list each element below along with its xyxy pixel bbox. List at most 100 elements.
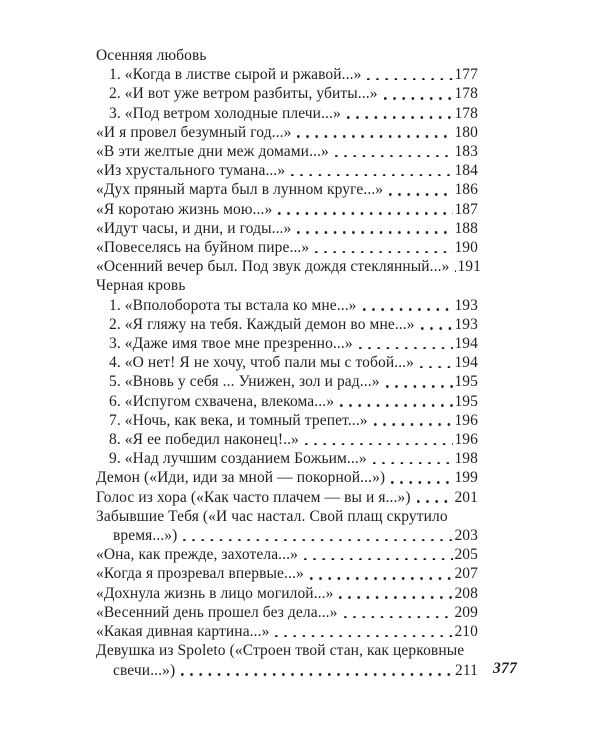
toc-entry-title: 2. «Я гляжу на тебя. Каждый демон во мне… (109, 315, 415, 333)
toc-entry-page: 203 (454, 527, 478, 545)
toc-entry: 8. «Я ее победил наконец!..» 196 (96, 430, 478, 449)
dot-leader (357, 296, 455, 315)
toc-entry-title: 2. «И вот уже ветром разбиты, убиты...» (109, 85, 378, 103)
toc-entry: «В эти желтые дни меж домами...» 183 (96, 142, 478, 161)
toc-entry-title: «Когда я прозревал впервые...» (96, 565, 304, 583)
toc-entry-page: 184 (454, 162, 478, 180)
toc-entry-page: 191 (457, 258, 481, 276)
dot-leader (353, 334, 455, 353)
dot-leader (341, 104, 455, 123)
toc-entry: «Дух пряный марта был в лунном круге...»… (96, 180, 478, 199)
toc-entry-title: «Из хрустального тумана...» (96, 162, 286, 180)
toc-entry-page: 199 (454, 469, 478, 487)
toc-entry: «И я провел безумный год...» 180 (96, 123, 478, 142)
toc-entry: «Какая дивная картина...» 210 (96, 622, 478, 641)
dot-leader (367, 449, 455, 468)
dot-leader (361, 65, 454, 84)
toc-entry-page: 183 (454, 143, 478, 161)
toc-entry-page: 207 (454, 565, 478, 583)
dot-leader (272, 200, 454, 219)
toc-entry-title: Забывшие Тебя («И час настал. Свой плащ … (96, 507, 448, 525)
toc-entry-page: 201 (454, 488, 478, 506)
toc-entry: «Осенний вечер был. Под звук дождя стекл… (96, 257, 481, 276)
toc-entry-page: 190 (454, 239, 478, 257)
toc-entry-page: 194 (454, 354, 478, 372)
page-number: 377 (493, 660, 518, 677)
toc-entry-title: «Дохнула жизнь в лицо могилой...» (96, 584, 334, 602)
toc-entry: 3. «Даже имя твое мне презренно...» 194 (96, 334, 478, 353)
toc-entry: Черная кровь (96, 276, 478, 295)
toc-entry-page: 196 (454, 411, 478, 429)
dot-leader (175, 661, 455, 680)
toc-entry-page: 198 (454, 450, 478, 468)
toc-entry: 4. «О нет! Я не хочу, чтоб пали мы с тоб… (96, 353, 478, 372)
dot-leader (304, 564, 455, 583)
toc-entry-title: «В эти желтые дни меж домами...» (96, 143, 329, 161)
dot-leader (329, 142, 455, 161)
dot-leader (385, 468, 454, 487)
toc-entry-title: «Весенний день прошел без дела...» (96, 603, 338, 621)
toc-entry-title: Осенняя любовь (96, 47, 207, 64)
toc-entry-page: 211 (455, 661, 478, 679)
dot-leader (449, 257, 457, 276)
toc-entry: «Я коротаю жизнь мою...» 187 (96, 200, 478, 219)
dot-leader (411, 488, 455, 507)
dot-leader (378, 84, 455, 103)
toc-entry-title: 9. «Над лучшим созданием Божьим...» (109, 450, 367, 468)
toc: Осенняя любовь 1. «Когда в листве сырой и… (96, 46, 481, 680)
toc-entry: «Дохнула жизнь в лицо могилой...» 208 (96, 584, 478, 603)
toc-entry-page: 195 (454, 373, 478, 391)
toc-entry-page: 193 (454, 296, 478, 314)
toc-entry: «Когда я прозревал впервые...» 207 (96, 564, 478, 583)
toc-entry: свечи...») 211 (96, 661, 478, 680)
toc-entry: 2. «И вот уже ветром разбиты, убиты...» 1… (96, 84, 478, 103)
dot-leader (414, 353, 454, 372)
toc-entry: «Из хрустального тумана...» 184 (96, 161, 478, 180)
dot-leader (338, 603, 455, 622)
toc-entry-title: «И я провел безумный год...» (96, 123, 292, 141)
toc-entry: «Весенний день прошел без дела...» 209 (96, 603, 478, 622)
dot-leader (383, 180, 454, 199)
toc-entry-page: 208 (454, 584, 478, 602)
dot-leader (333, 584, 454, 603)
toc-entry-title: 1. «Вполоборота ты встала ко мне...» (109, 296, 357, 314)
toc-entry: Девушка из Spoleto («Строен твой стан, к… (96, 641, 478, 660)
toc-entry: 7. «Ночь, как века, и томный трепет...» 1… (96, 411, 478, 430)
dot-leader (368, 411, 455, 430)
toc-entry: Забывшие Тебя («И час настал. Свой плащ … (96, 507, 478, 526)
toc-entry-title: 8. «Я ее победил наконец!..» (109, 431, 299, 449)
dot-leader (291, 219, 454, 238)
dot-leader (299, 430, 455, 449)
toc-entry: 2. «Я гляжу на тебя. Каждый демон во мне… (96, 315, 478, 334)
toc-entry-title: «Она, как прежде, захотела...» (96, 546, 298, 564)
toc-entry: 1. «Вполоборота ты встала ко мне...» 193 (96, 296, 478, 315)
dot-leader (309, 238, 454, 257)
toc-entry: 6. «Испугом схвачена, влекома...» 195 (96, 392, 478, 411)
toc-entry: «Идут часы, и дни, и годы...» 188 (96, 219, 478, 238)
toc-entry-title: 3. «Даже имя твое мне презренно...» (109, 335, 353, 353)
dot-leader (285, 161, 454, 180)
toc-entry-title: 6. «Испугом схвачена, влекома...» (109, 392, 335, 410)
dot-leader (415, 315, 455, 334)
toc-entry-title: «Дух пряный марта был в лунном круге...» (96, 181, 384, 199)
dot-leader (298, 545, 454, 564)
toc-entry-title: «Идут часы, и дни, и годы...» (96, 219, 292, 237)
toc-entry-title: свечи...») (113, 661, 176, 679)
toc-entry: 9. «Над лучшим созданием Божьим...» 198 (96, 449, 478, 468)
toc-entry: 5. «Вновь у себя ... Унижен, зол и рад..… (96, 372, 478, 391)
dot-leader (291, 123, 454, 142)
toc-entry-title: Демон («Иди, иди за мной — покорной...») (96, 469, 386, 487)
toc-entry-title: «Повеселясь на буйном пире...» (96, 239, 310, 257)
toc-entry-page: 193 (454, 315, 478, 333)
toc-entry-title: 1. «Когда в листве сырой и ржавой...» (109, 66, 362, 84)
toc-entry-page: 180 (454, 123, 478, 141)
toc-entry-page: 195 (454, 392, 478, 410)
dot-leader (269, 622, 454, 641)
toc-entry-page: 194 (454, 335, 478, 353)
toc-entry-page: 178 (454, 85, 478, 103)
toc-entry-title: время...») (113, 527, 178, 545)
dot-leader (380, 372, 455, 391)
toc-entry-title: Голос из хора («Как часто плачем — вы и … (96, 488, 411, 506)
toc-entry: 3. «Под ветром холодные плечи...» 178 (96, 104, 478, 123)
